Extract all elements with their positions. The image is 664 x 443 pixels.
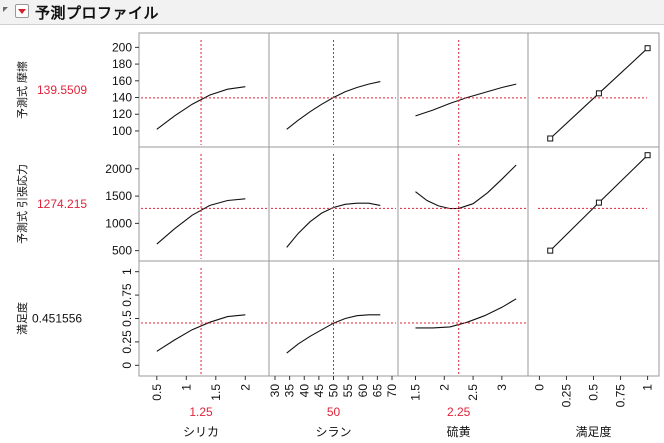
profile-curve <box>415 298 517 329</box>
y-tick-label: 500 <box>112 244 132 258</box>
profile-curve <box>286 202 381 248</box>
factor-current-value: 1.25 <box>189 405 213 419</box>
profile-curve <box>286 314 381 354</box>
title-bar: 予測プロファイル <box>0 0 664 25</box>
response-current-value: 139.5509 <box>37 83 87 97</box>
response-name: 予測式 引張応力 <box>15 164 29 244</box>
response-name: 予測式 摩擦 <box>15 61 29 119</box>
x-tick-label: 60 <box>356 384 370 398</box>
y-tick-label: 0.25 <box>120 330 134 354</box>
profile-cell-r2-c0 <box>138 260 270 377</box>
x-tick-label: 1.5 <box>209 384 223 401</box>
response-current-value: 0.451556 <box>32 312 82 326</box>
x-tick-label: 2 <box>238 384 252 391</box>
response-name: 満足度 <box>15 302 29 335</box>
profile-cell-r0-c3 <box>527 32 660 148</box>
x-tick-label: 40 <box>297 384 311 398</box>
profile-curve <box>156 198 246 245</box>
y-tick-label: 200 <box>112 40 132 54</box>
y-tick-label: 140 <box>112 91 132 105</box>
x-tick-label: 35 <box>283 384 297 398</box>
factor-current-value: 50 <box>327 405 341 419</box>
x-tick-label: 0.25 <box>559 384 573 408</box>
desirability-handle[interactable] <box>547 135 554 142</box>
desirability-handle[interactable] <box>644 45 651 52</box>
y-tick-label: 180 <box>112 57 132 71</box>
y-tick-label: 2000 <box>105 162 132 176</box>
red-triangle-menu-button[interactable] <box>15 4 29 18</box>
desirability-handle[interactable] <box>644 152 651 159</box>
desirability-handle[interactable] <box>595 90 602 97</box>
x-tick-label: 2 <box>437 384 451 391</box>
y-tick-label: 1500 <box>105 189 132 203</box>
factor-name: シリカ <box>183 425 219 439</box>
x-tick-label: 0.5 <box>587 384 601 401</box>
y-tick-label: 160 <box>112 74 132 88</box>
x-tick-label: 2.5 <box>466 384 480 401</box>
x-tick-label: 3 <box>495 384 509 391</box>
x-tick-label: 1 <box>179 384 193 391</box>
profile-cell-r1-c3 <box>527 146 660 262</box>
response-current-value: 1274.215 <box>37 197 87 211</box>
y-tick-label: 120 <box>112 107 132 121</box>
desirability-handle[interactable] <box>595 199 602 206</box>
y-tick-label: 0 <box>120 362 134 369</box>
report-title: 予測プロファイル <box>35 5 160 22</box>
profile-cell-r0-c2 <box>397 32 529 148</box>
profile-cell-r0-c0 <box>138 32 270 148</box>
profile-cell-r1-c2 <box>397 146 529 262</box>
y-tick-label: 0.75 <box>120 283 134 307</box>
x-tick-label: 0.75 <box>614 384 628 408</box>
factor-name: 硫黄 <box>447 424 471 439</box>
x-tick-label: 30 <box>268 384 282 398</box>
x-tick-label: 1 <box>641 384 655 391</box>
y-tick-label: 1000 <box>105 216 132 230</box>
x-tick-label: 0 <box>532 384 546 391</box>
disclosure-triangle-icon[interactable] <box>3 7 8 12</box>
x-tick-label: 70 <box>385 384 399 398</box>
y-tick-label: 0.5 <box>120 310 134 327</box>
y-tick-label: 1 <box>120 268 134 275</box>
x-tick-label: 1.5 <box>409 384 423 401</box>
y-tick-label: 100 <box>112 124 132 138</box>
desirability-handle[interactable] <box>547 247 554 254</box>
profile-cell-r2-c3 <box>527 260 660 377</box>
x-tick-label: 45 <box>312 384 326 398</box>
profile-curve <box>415 164 517 210</box>
factor-name: シラン <box>315 425 351 439</box>
profile-cell-r2-c1 <box>268 260 399 377</box>
profile-cell-r2-c2 <box>397 260 529 377</box>
x-tick-label: 50 <box>327 384 341 398</box>
x-tick-label: 65 <box>370 384 384 398</box>
x-tick-label: 55 <box>341 384 355 398</box>
profile-cell-r1-c0 <box>138 146 270 262</box>
profile-curve <box>415 83 517 117</box>
factor-current-value: 2.25 <box>447 405 471 419</box>
desirability-axis-name: 満足度 <box>575 424 611 439</box>
profile-curve <box>156 86 246 130</box>
x-tick-label: 0.5 <box>150 384 164 401</box>
